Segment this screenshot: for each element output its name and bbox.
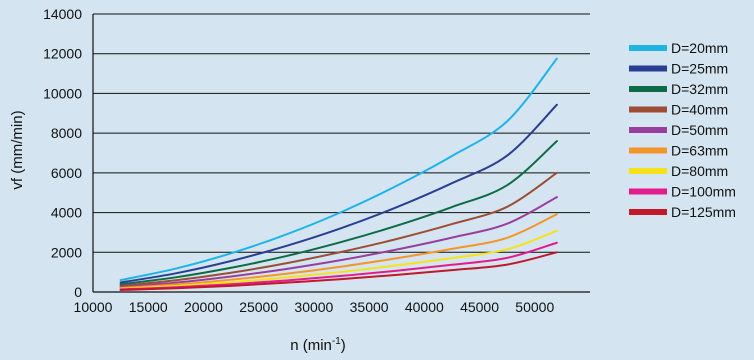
legend-swatch: [629, 127, 667, 133]
y-axis-title: vf (mm/min): [9, 110, 26, 189]
legend-label: D=80mm: [671, 163, 728, 179]
legend-item: D=32mm: [629, 81, 728, 97]
legend-item: D=50mm: [629, 122, 728, 138]
plot-area: [119, 57, 558, 292]
y-tick-label: 4000: [51, 205, 82, 221]
x-tick-label: 20000: [184, 299, 223, 315]
legend-label: D=50mm: [671, 122, 728, 138]
y-tick-label: 14000: [43, 6, 82, 22]
legend-label: D=63mm: [671, 143, 728, 159]
series-line-d-20mm: [119, 57, 558, 282]
legend-item: D=63mm: [629, 143, 728, 159]
axes: [92, 14, 590, 293]
legend-swatch: [629, 106, 667, 113]
x-axis-title: n (min-1): [290, 336, 346, 354]
y-tick-labels: 0 2000 4000 6000 8000 10000 12000 14000: [43, 6, 82, 300]
x-tick-label: 40000: [405, 299, 444, 315]
legend-label: D=25mm: [671, 61, 728, 77]
series-line-d-25mm: [119, 103, 558, 284]
series-line-d-50mm: [119, 196, 558, 289]
series-line-d-63mm: [119, 213, 558, 290]
legend-label: D=100mm: [671, 184, 736, 200]
legend-label: D=40mm: [671, 102, 728, 118]
y-tick-label: 2000: [51, 244, 82, 260]
y-tick-label: 10000: [43, 85, 82, 101]
x-tick-label: 25000: [239, 299, 278, 315]
legend: D=20mm D=25mm D=32mm D=40mm D=50mm D=63mm D=80…: [629, 40, 736, 220]
legend-swatch: [629, 86, 667, 92]
grid-lines: [93, 13, 590, 253]
legend-item: D=20mm: [629, 40, 728, 56]
legend-swatch: [629, 209, 667, 215]
legend-swatch: [629, 168, 667, 174]
x-tick-labels: 10000 15000 20000 25000 30000 35000 40000 45000…: [74, 299, 555, 315]
series-line-d-32mm: [119, 140, 558, 286]
legend-label: D=20mm: [671, 40, 728, 56]
series-line-d-125mm: [119, 251, 558, 292]
series-line-d-100mm: [119, 241, 558, 291]
x-tick-label: 35000: [350, 299, 389, 315]
legend-label: D=125mm: [671, 204, 736, 220]
legend-item: D=125mm: [629, 204, 736, 220]
legend-item: D=40mm: [629, 102, 728, 118]
x-tick-label: 50000: [515, 299, 554, 315]
legend-item: D=25mm: [629, 61, 728, 77]
x-tick-label: 30000: [294, 299, 333, 315]
series-line-d-80mm: [119, 229, 558, 290]
y-tick-label: 8000: [51, 125, 82, 141]
legend-item: D=80mm: [629, 163, 728, 179]
legend-swatch: [629, 45, 667, 51]
y-tick-label: 12000: [43, 46, 82, 62]
legend-swatch: [629, 188, 667, 195]
legend-item: D=100mm: [629, 184, 736, 200]
x-tick-label: 45000: [460, 299, 499, 315]
y-tick-label: 0: [74, 284, 82, 300]
legend-swatch: [629, 65, 667, 72]
series-line-d-40mm: [119, 171, 558, 287]
legend-swatch: [629, 147, 667, 154]
x-tick-label: 10000: [74, 299, 113, 315]
legend-label: D=32mm: [671, 81, 728, 97]
y-tick-label: 6000: [51, 165, 82, 181]
x-axis-title-superscript: -1: [332, 336, 341, 347]
x-tick-label: 15000: [129, 299, 168, 315]
